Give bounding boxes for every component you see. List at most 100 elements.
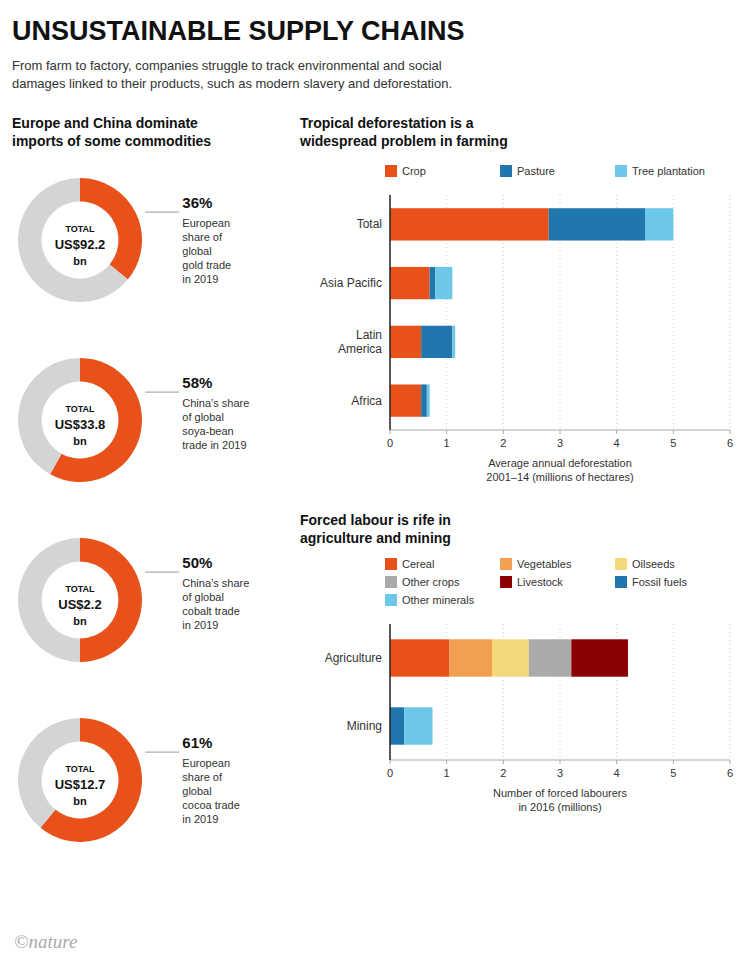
text-line: 61% bbox=[182, 734, 212, 751]
x-tick-label: 3 bbox=[557, 437, 563, 449]
text-line: soya-bean bbox=[182, 425, 233, 437]
text-line: 1 bbox=[444, 767, 450, 779]
legend-label: Crop bbox=[402, 165, 426, 177]
bar-chart: Forced labour is rife inagriculture and … bbox=[300, 512, 733, 813]
bar-chart: Tropical deforestation is awidespread pr… bbox=[299, 115, 733, 483]
legend-swatch bbox=[385, 576, 397, 588]
bars bbox=[390, 639, 628, 744]
x-tick bbox=[503, 760, 504, 764]
title: UNSUSTAINABLE SUPPLY CHAINS bbox=[12, 16, 465, 46]
text-line: bn bbox=[73, 795, 87, 807]
y-tick-label: Mining bbox=[347, 719, 382, 733]
center-total: US$33.8 bbox=[55, 417, 106, 432]
x-tick bbox=[673, 760, 674, 764]
text-line: TOTAL bbox=[65, 224, 95, 234]
text-line: 3 bbox=[557, 767, 563, 779]
bars bbox=[390, 208, 673, 417]
bar bbox=[390, 326, 421, 358]
text-line: 0 bbox=[387, 767, 393, 779]
x-tick-label: 2 bbox=[500, 767, 506, 779]
bar bbox=[390, 208, 549, 240]
legend-label: Other minerals bbox=[402, 594, 475, 606]
x-tick bbox=[503, 430, 504, 434]
grid-line bbox=[730, 624, 731, 760]
center-total: US$12.7 bbox=[55, 777, 106, 792]
bar bbox=[452, 326, 455, 358]
text-line: damages linked to their products, such a… bbox=[12, 76, 452, 91]
x-tick-label: 5 bbox=[670, 437, 676, 449]
y-tick-label: Agriculture bbox=[325, 651, 383, 665]
text-line: 6 bbox=[727, 437, 733, 449]
text-line: European bbox=[182, 757, 230, 769]
text-line: 36% bbox=[182, 194, 212, 211]
text-line: TOTAL bbox=[65, 764, 95, 774]
x-tick bbox=[730, 760, 731, 764]
text-line: China’s share bbox=[182, 577, 249, 589]
x-tick bbox=[390, 430, 391, 434]
x-tick-label: 6 bbox=[727, 767, 733, 779]
x-tick bbox=[390, 760, 391, 764]
text-line: ©nature bbox=[14, 931, 77, 952]
x-tick bbox=[560, 760, 561, 764]
bar bbox=[628, 639, 629, 676]
center-label: TOTAL bbox=[65, 764, 95, 774]
bar bbox=[492, 639, 529, 676]
x-tick bbox=[560, 430, 561, 434]
text-line: cobalt trade bbox=[182, 605, 239, 617]
bar bbox=[390, 267, 430, 299]
text-line: Africa bbox=[351, 394, 382, 408]
bar bbox=[628, 639, 629, 676]
page: UNSUSTAINABLE SUPPLY CHAINS From farm to … bbox=[0, 0, 751, 971]
x-tick-label: 1 bbox=[444, 437, 450, 449]
text-line: Fossil fuels bbox=[632, 576, 688, 588]
bar bbox=[404, 707, 432, 744]
legend-swatch bbox=[500, 165, 512, 177]
text-line: Pasture bbox=[517, 165, 555, 177]
x-axis-label: Number of forced labourersin 2016 (milli… bbox=[493, 787, 627, 813]
x-tick bbox=[446, 430, 447, 434]
y-tick-label: LatinAmerica bbox=[338, 328, 382, 356]
text-line: Number of forced labourers bbox=[493, 787, 627, 799]
center-unit: bn bbox=[73, 795, 87, 807]
bar bbox=[571, 639, 628, 676]
bar bbox=[390, 639, 450, 676]
grid-line bbox=[730, 195, 731, 430]
text-line: Cereal bbox=[402, 558, 434, 570]
text-line: Total bbox=[357, 217, 382, 231]
bar bbox=[435, 267, 452, 299]
donut-chart: TOTALUS$33.8bn58%China’s shareof globals… bbox=[18, 358, 249, 482]
y-tick-label: Total bbox=[357, 217, 382, 231]
legend-label: Tree plantation bbox=[632, 165, 705, 177]
text-line: share of bbox=[182, 771, 223, 783]
text-line: 3 bbox=[557, 437, 563, 449]
text-line: 4 bbox=[614, 767, 620, 779]
text-line: Crop bbox=[402, 165, 426, 177]
text-line: gold trade bbox=[182, 259, 231, 271]
text-line: European bbox=[182, 217, 230, 229]
text-line: US$12.7 bbox=[55, 777, 106, 792]
description: China’s shareof globalcobalt tradein 201… bbox=[182, 577, 249, 631]
text-line: bn bbox=[73, 615, 87, 627]
text-line: 6 bbox=[727, 767, 733, 779]
center-unit: bn bbox=[73, 435, 87, 447]
text-line: of global bbox=[182, 591, 224, 603]
section-title: Europe and China dominateimports of some… bbox=[12, 115, 211, 149]
legend-label: Livestock bbox=[517, 576, 563, 588]
legend-swatch bbox=[615, 576, 627, 588]
bar bbox=[421, 384, 427, 416]
donut-segment bbox=[18, 178, 128, 302]
legend-label: Oilseeds bbox=[632, 558, 675, 570]
bar bbox=[427, 384, 430, 416]
x-tick-label: 1 bbox=[444, 767, 450, 779]
text-line: 4 bbox=[614, 437, 620, 449]
text-line: 2001–14 (millions of hectares) bbox=[486, 471, 633, 483]
legend-label: Cereal bbox=[402, 558, 434, 570]
text-line: Mining bbox=[347, 719, 382, 733]
donut-chart: TOTALUS$2.2bn50%China’s shareof globalco… bbox=[18, 538, 249, 662]
center-label: TOTAL bbox=[65, 584, 95, 594]
text-line: From farm to factory, companies struggle… bbox=[12, 58, 442, 73]
x-tick-label: 4 bbox=[614, 767, 620, 779]
leader-line bbox=[145, 752, 179, 753]
bar bbox=[421, 326, 452, 358]
x-tick bbox=[446, 760, 447, 764]
